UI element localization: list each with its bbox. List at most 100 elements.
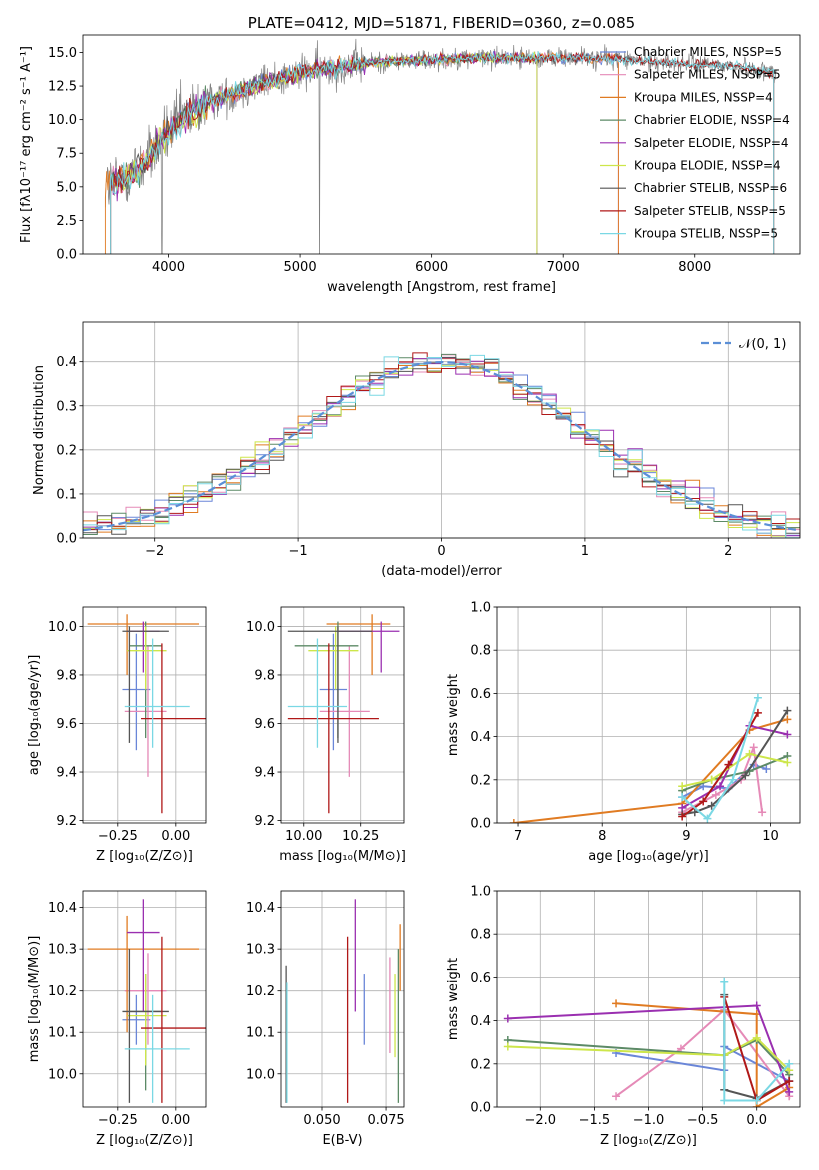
grid: [497, 890, 800, 1108]
x-tick-label: 9: [682, 829, 690, 844]
errorbar-kroupa-stelib: [124, 638, 190, 748]
series-salpeter-elodie: [678, 721, 792, 812]
y-tick-label: 10.0: [48, 1067, 77, 1082]
x-tick-label: 0.00: [161, 829, 190, 844]
x-tick-label: 2: [724, 544, 732, 559]
y-tick-label: 0.8: [470, 928, 491, 943]
legend-label: Kroupa ELODIE, NSSP=4: [634, 159, 781, 173]
grid: [281, 891, 404, 1107]
point-marker: [503, 1014, 512, 1023]
model-spectrum-kroupa-miles: [104, 51, 619, 254]
y-axis-label: mass [log₁₀(M/M⊙)]: [27, 936, 42, 1063]
x-tick-label: −1.0: [633, 1113, 665, 1128]
panel-residuals: −2 −1 0 1 2 0.0 0.1 0.2 0.3 0.4 (data-model)/error…: [32, 321, 801, 579]
y-tick-label: 1.0: [470, 885, 491, 900]
plot-area: [503, 977, 794, 1107]
model-spectrum-chabrier-elodie: [110, 52, 538, 254]
x-tick-label: 0.0: [746, 1113, 767, 1128]
point-marker: [678, 793, 687, 802]
x-tick-label: 8: [598, 829, 606, 844]
x-tick-label: −0.25: [98, 829, 138, 844]
y-tick-label: 10.1: [246, 1026, 275, 1041]
y-tick-label: 0.0: [56, 532, 77, 547]
x-tick-label: 0.050: [303, 1113, 340, 1128]
y-tick-label: 7.5: [56, 147, 77, 162]
panel-weight_vs_Z: −2.0 −1.5 −1.0 −0.5 0.0 0.0 0.2 0.4 0.6 0.8 1.0 Z […: [446, 885, 801, 1148]
point-marker: [720, 977, 729, 986]
x-tick-label: −2: [145, 544, 164, 559]
panel-age_vs_Z: −0.25 0.00 9.2 9.4 9.6 9.8 10.0 Z [log₁₀(Z/Z⊙)]…: [27, 606, 207, 864]
x-axis-label: E(B-V): [322, 1133, 362, 1148]
axes-border: [82, 890, 207, 1108]
x-tick-label: 5000: [284, 260, 317, 275]
axes-frame: 4000 5000 6000 7000 8000 0.0 2.5 5.0 7.5 10.0 12.5…: [19, 14, 801, 295]
point-marker: [783, 730, 792, 739]
y-tick-label: 0.4: [470, 730, 491, 745]
x-tick-label: −1: [289, 544, 308, 559]
model-spectrum-kroupa-stelib: [110, 51, 775, 254]
model-spectrum-kroupa-elodie: [110, 51, 538, 254]
x-axis-label: wavelength [Angstrom, rest frame]: [327, 280, 556, 295]
series-salpeter-stelib: [678, 708, 762, 821]
model-spectrum-salpeter-elodie: [110, 50, 538, 254]
legend-label: 𝒩(0, 1): [739, 337, 786, 352]
y-tick-label: 0.4: [56, 355, 77, 370]
point-marker: [783, 758, 792, 767]
point-marker: [703, 814, 712, 823]
y-axis-label: mass weight: [446, 958, 461, 1040]
series-kroupa-elodie: [678, 749, 792, 791]
y-tick-label: 9.2: [56, 814, 77, 829]
point-marker: [758, 808, 767, 817]
axes-border: [280, 606, 405, 824]
legend: 𝒩(0, 1): [701, 337, 786, 352]
errorbar-chabrier-miles: [319, 633, 348, 751]
point-marker: [711, 790, 720, 799]
y-tick-label: 10.1: [48, 1026, 77, 1041]
errorbar-chabrier-stelib: [122, 626, 169, 743]
plot-area: [509, 693, 792, 823]
y-tick-label: 0.3: [56, 399, 77, 414]
point-marker: [785, 1059, 794, 1068]
point-marker: [783, 706, 792, 715]
panel-weight_vs_age: 7 8 9 10 0.0 0.2 0.4 0.6 0.8 1.0 age [log₁₀(age/yr…: [446, 601, 801, 864]
y-tick-label: 15.0: [48, 46, 77, 61]
point-marker: [752, 1001, 761, 1010]
x-tick-label: −0.25: [98, 1113, 138, 1128]
y-tick-label: 2.5: [56, 214, 77, 229]
model-spectrum-salpeter-miles: [110, 51, 619, 254]
x-axis-label: Z [log₁₀(Z/Z⊙)]: [600, 1133, 697, 1148]
series-kroupa-stelib: [678, 693, 762, 823]
y-tick-label: 0.8: [470, 644, 491, 659]
y-tick-label: 10.4: [48, 901, 77, 916]
y-tick-label: 0.6: [470, 687, 491, 702]
y-tick-label: 10.3: [246, 943, 275, 958]
y-tick-label: 10.2: [246, 984, 275, 999]
point-marker: [612, 999, 621, 1008]
y-tick-label: 10.4: [246, 901, 275, 916]
y-tick-label: 0.0: [470, 817, 491, 832]
x-tick-label: 0.075: [367, 1113, 404, 1128]
y-tick-label: 9.8: [254, 668, 275, 683]
model-spectrum-salpeter-stelib: [110, 51, 775, 254]
y-tick-label: 10.0: [246, 620, 275, 635]
axes-frame: 10.00 10.25 9.2 9.4 9.6 9.8 10.0 mass [log₁₀(M/…: [246, 606, 406, 864]
y-tick-label: 10.0: [246, 1067, 275, 1082]
legend-label: Salpeter STELIB, NSSP=5: [634, 204, 786, 218]
axes-frame: −0.25 0.00 9.2 9.4 9.6 9.8 10.0 Z [log₁₀(Z/Z⊙)]…: [27, 606, 207, 864]
errorbar-salpeter-stelib: [287, 643, 379, 814]
y-tick-label: 9.8: [56, 668, 77, 683]
point-marker: [720, 1096, 729, 1105]
plot-area: [87, 899, 206, 1103]
errorbar-salpeter-elodie: [337, 621, 400, 673]
axes-frame: −0.25 0.00 10.0 10.1 10.2 10.3 10.4 Z [log₁₀(Z/…: [27, 890, 207, 1148]
x-tick-label: 0.00: [161, 1113, 190, 1128]
y-tick-label: 10.0: [48, 113, 77, 128]
x-axis-label: age [log₁₀(age/yr)]: [588, 849, 709, 864]
legend-label: Chabrier ELODIE, NSSP=4: [634, 113, 790, 127]
legend-label: Chabrier STELIB, NSSP=6: [634, 181, 787, 195]
point-marker: [753, 693, 762, 702]
chart-title: PLATE=0412, MJD=51871, FIBERID=0360, z=0…: [248, 14, 635, 32]
x-axis-label: Z [log₁₀(Z/Z⊙)]: [96, 849, 193, 864]
grid: [83, 607, 206, 823]
y-tick-label: 10.3: [48, 943, 77, 958]
